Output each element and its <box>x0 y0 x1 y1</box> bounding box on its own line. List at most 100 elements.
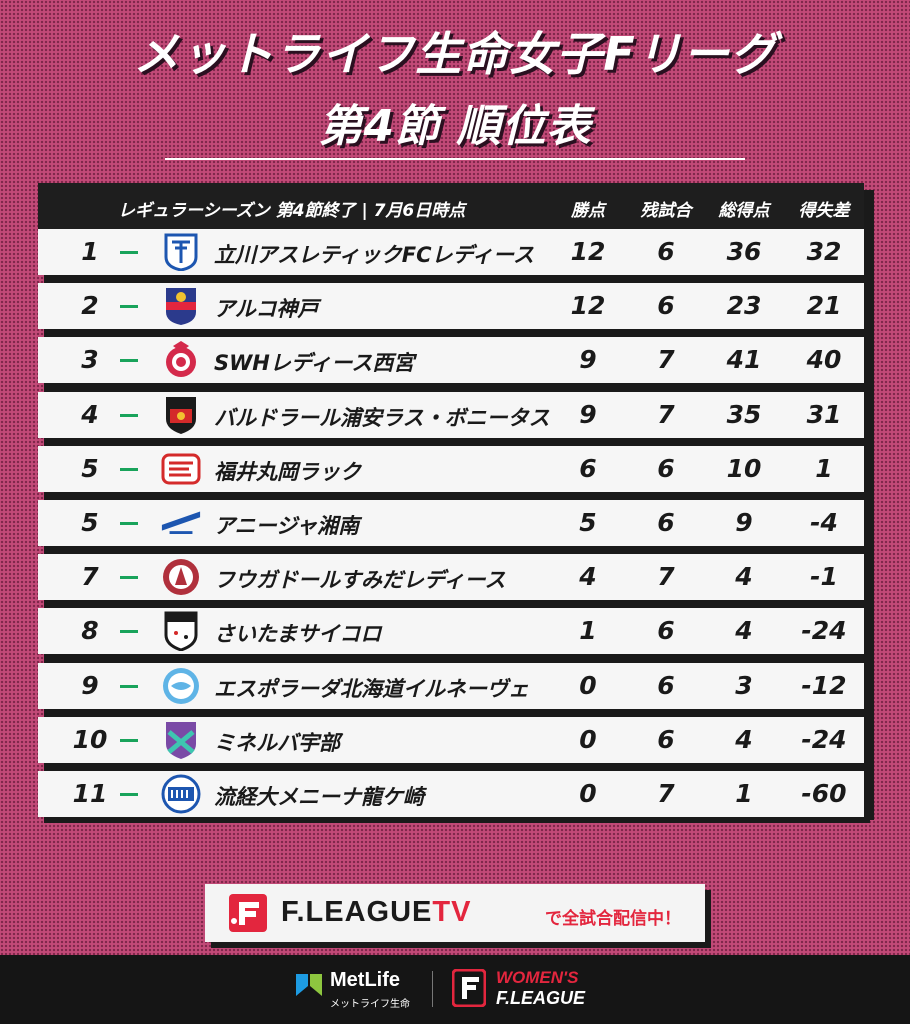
team-name: バルドラール浦安ラス・ボニータス <box>214 406 550 430</box>
goals-value: 35 <box>726 400 762 429</box>
goal-diff-value: 21 <box>806 291 842 320</box>
fleague-tv-banner[interactable]: F.LEAGUETV で全試合配信中！ <box>205 884 705 942</box>
points-value: 4 <box>579 562 597 591</box>
swh-crest-icon <box>160 340 202 380</box>
banner-brand-tv: TV <box>432 896 472 928</box>
points-value: 5 <box>579 508 597 537</box>
no-change-indicator-icon <box>120 251 138 254</box>
remaining-value: 6 <box>657 671 675 700</box>
goals-value: 9 <box>735 508 753 537</box>
remaining-value: 6 <box>657 237 675 266</box>
points-value: 1 <box>579 616 597 645</box>
bardral-crest-icon <box>160 395 202 435</box>
goals-value: 4 <box>735 562 753 591</box>
season-status-label: レギュラーシーズン 第4節終了 | 7月6日時点 <box>118 201 466 221</box>
rank-number: 11 <box>72 779 108 808</box>
points-value: 6 <box>579 454 597 483</box>
remaining-value: 6 <box>657 725 675 754</box>
footer-divider <box>432 971 433 1007</box>
team-name: さいたまサイコロ <box>214 622 382 646</box>
rank-number: 9 <box>81 671 99 700</box>
team-name: エスポラーダ北海道イルネーヴェ <box>214 677 529 701</box>
points-value: 12 <box>570 291 606 320</box>
goal-diff-value: 31 <box>806 400 842 429</box>
table-row: 7 フウガドールすみだレディース 4 7 4 -1 <box>38 554 864 600</box>
table-row: 5 福井丸岡ラック 6 6 10 1 <box>38 446 864 492</box>
team-name: 流経大メニーナ龍ケ崎 <box>214 785 424 809</box>
table-row: 1 立川アスレティックFCレディース 12 6 36 32 <box>38 229 864 275</box>
standings-header: レギュラーシーズン 第4節終了 | 7月6日時点 勝点 残試合 総得点 得失差 <box>38 183 864 229</box>
goals-value: 3 <box>735 671 753 700</box>
no-change-indicator-icon <box>120 630 138 633</box>
column-header-remaining: 残試合 <box>640 201 692 221</box>
rank-number: 4 <box>81 400 99 429</box>
no-change-indicator-icon <box>120 522 138 525</box>
column-header-goals: 総得点 <box>718 201 770 221</box>
page-subtitle: 第4節 順位表 <box>318 101 592 152</box>
sponsor-name: MetLife <box>330 969 400 991</box>
goal-diff-value: 1 <box>815 454 833 483</box>
goals-value: 4 <box>735 725 753 754</box>
saicolo-crest-icon <box>160 611 202 651</box>
banner-tagline: で全試合配信中！ <box>545 909 681 929</box>
goal-diff-value: -12 <box>801 671 847 700</box>
rank-number: 7 <box>81 562 99 591</box>
points-value: 9 <box>579 400 597 429</box>
goal-diff-value: 40 <box>806 345 842 374</box>
goal-diff-value: -24 <box>801 725 847 754</box>
no-change-indicator-icon <box>120 359 138 362</box>
team-name: 福井丸岡ラック <box>214 460 361 484</box>
team-name: アニージャ湘南 <box>214 514 360 538</box>
remaining-value: 7 <box>657 562 675 591</box>
goal-diff-value: -1 <box>810 562 838 591</box>
goals-value: 36 <box>726 237 762 266</box>
metlife-logo-icon <box>296 974 322 996</box>
anilla-logo-icon <box>160 503 202 543</box>
team-name: 立川アスレティックFCレディース <box>214 243 534 267</box>
goals-value: 23 <box>726 291 762 320</box>
points-value: 0 <box>579 725 597 754</box>
remaining-value: 7 <box>657 345 675 374</box>
rank-number: 1 <box>81 237 99 266</box>
remaining-value: 7 <box>657 400 675 429</box>
team-name: フウガドールすみだレディース <box>214 568 506 592</box>
goal-diff-value: -60 <box>801 779 847 808</box>
goal-diff-value: -24 <box>801 616 847 645</box>
fleague-tv-icon <box>229 894 267 932</box>
remaining-value: 7 <box>657 779 675 808</box>
rank-number: 5 <box>81 508 99 537</box>
no-change-indicator-icon <box>120 685 138 688</box>
remaining-value: 6 <box>657 291 675 320</box>
team-name: SWHレディース西宮 <box>214 351 415 375</box>
points-value: 0 <box>579 671 597 700</box>
sponsor-subtitle: メットライフ生命 <box>330 999 410 1010</box>
league-name-line1: WOMEN'S <box>496 968 579 987</box>
no-change-indicator-icon <box>120 739 138 742</box>
no-change-indicator-icon <box>120 576 138 579</box>
column-header-points: 勝点 <box>571 201 605 221</box>
minerva-crest-icon <box>160 720 202 760</box>
table-row: 5 アニージャ湘南 5 6 9 -4 <box>38 500 864 546</box>
espolada-crest-icon <box>160 666 202 706</box>
column-header-goal-diff: 得失差 <box>798 201 850 221</box>
team-name: アルコ神戸 <box>214 297 319 321</box>
goals-value: 41 <box>726 345 762 374</box>
arco-kobe-crest-icon <box>160 286 202 326</box>
remaining-value: 6 <box>657 454 675 483</box>
goal-diff-value: -4 <box>810 508 838 537</box>
table-row: 11 流経大メニーナ龍ケ崎 0 7 1 -60 <box>38 771 864 817</box>
league-name-line2: F.LEAGUE <box>496 988 586 1008</box>
rank-number: 8 <box>81 616 99 645</box>
no-change-indicator-icon <box>120 468 138 471</box>
goals-value: 4 <box>735 616 753 645</box>
table-row: 2 アルコ神戸 12 6 23 21 <box>38 283 864 329</box>
goals-value: 10 <box>726 454 762 483</box>
rank-number: 3 <box>81 345 99 374</box>
remaining-value: 6 <box>657 508 675 537</box>
fugador-crest-icon <box>160 557 202 597</box>
no-change-indicator-icon <box>120 793 138 796</box>
table-row: 3 SWHレディース西宮 9 7 41 40 <box>38 337 864 383</box>
table-row: 4 バルドラール浦安ラス・ボニータス 9 7 35 31 <box>38 392 864 438</box>
tachikawa-crest-icon <box>160 232 202 272</box>
goals-value: 1 <box>735 779 753 808</box>
